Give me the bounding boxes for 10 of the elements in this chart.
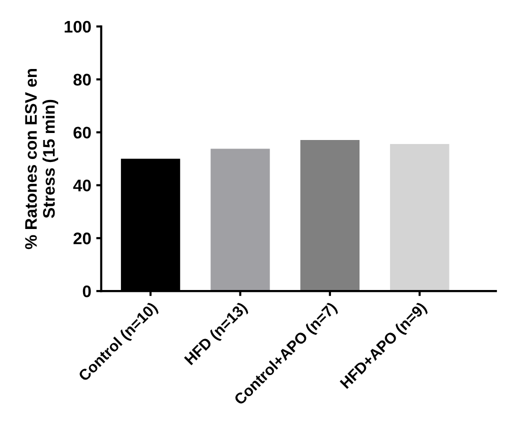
y-axis-title: % Ratones con ESV en Stress (15 min) (25, 69, 58, 250)
y-tick-label: 60 (74, 126, 91, 139)
bar (300, 140, 360, 292)
bar (210, 148, 270, 292)
y-tick-label: 40 (73, 180, 91, 192)
y-tick-label: 0 (82, 285, 91, 298)
y-tick-label: 20 (74, 232, 91, 244)
y-tick-label: 100 (64, 20, 91, 33)
y-tick-label: 80 (73, 74, 91, 86)
bar (390, 144, 450, 292)
